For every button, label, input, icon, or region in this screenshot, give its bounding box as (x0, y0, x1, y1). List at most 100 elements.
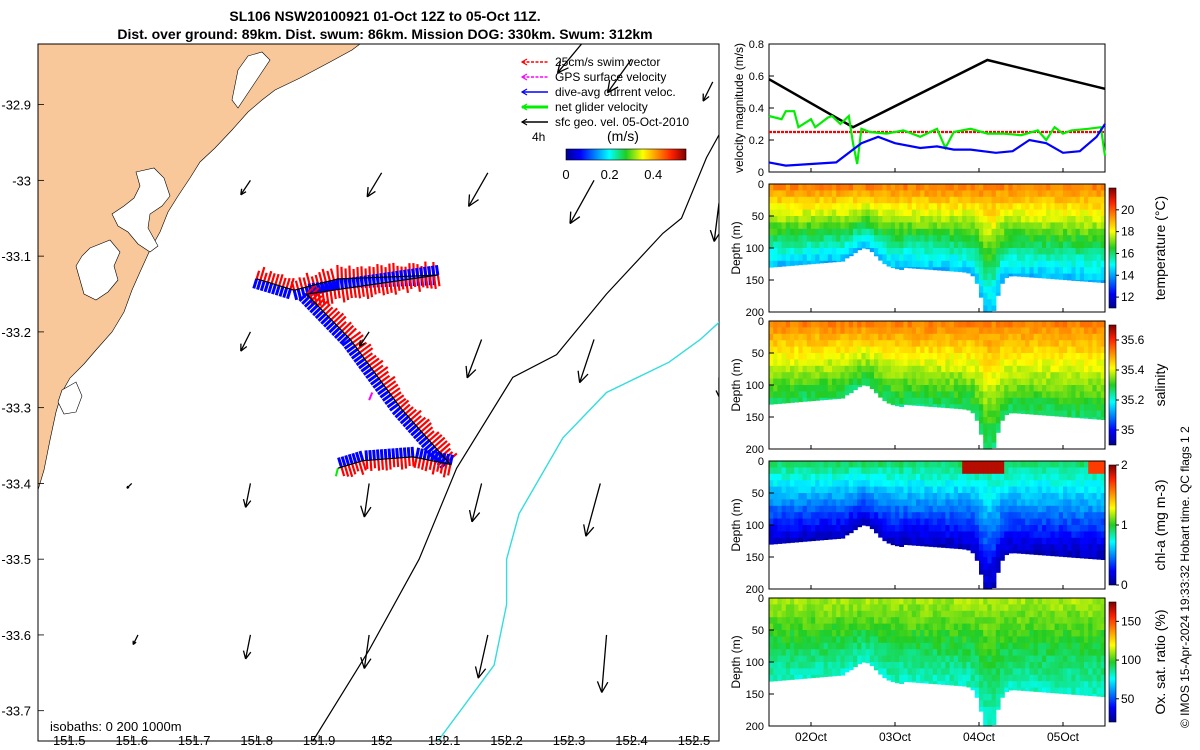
current-vector (358, 450, 365, 462)
heatmap-cell (1021, 531, 1026, 539)
arrow-head (577, 370, 581, 383)
heatmap-cell (815, 493, 820, 500)
heatmap-cell (1058, 467, 1064, 475)
heatmap-cell (974, 353, 980, 360)
heatmap-cell (819, 353, 825, 360)
heatmap-cell (874, 365, 879, 373)
heatmap-cell (811, 617, 816, 625)
heatmap-cell (781, 499, 787, 507)
heatmap-cell (1012, 531, 1018, 539)
swim-vector (343, 465, 350, 477)
heatmap-cell (823, 461, 829, 468)
heatmap-cell (1058, 473, 1064, 481)
heatmap-cell (1033, 598, 1039, 605)
heatmap-cell (1075, 353, 1081, 360)
heatmap-cell (890, 467, 896, 475)
current-vector (372, 380, 383, 389)
heatmap-cell (1033, 662, 1039, 669)
heatmap-cell (983, 391, 988, 399)
heatmap-cell (785, 209, 791, 217)
heatmap-cell (815, 604, 820, 612)
heatmap-cell (916, 248, 921, 255)
heatmap-cell (840, 493, 846, 500)
heatmap-cell (1079, 512, 1085, 520)
heatmap-cell (777, 235, 783, 243)
current-vector (298, 292, 308, 303)
heatmap-cell (844, 184, 850, 191)
heatmap-cell (781, 346, 787, 354)
heatmap-cell (811, 241, 816, 249)
heatmap-cell (1021, 346, 1026, 354)
heatmap-cell (1016, 410, 1022, 414)
heatmap-cell (1000, 518, 1005, 526)
heatmap-cell (1100, 512, 1106, 520)
heatmap-cell (890, 196, 896, 204)
heatmap-cell (865, 190, 871, 198)
heatmap-cell (932, 321, 938, 328)
heatmap-cell (932, 260, 938, 268)
current-vector (399, 447, 403, 458)
heatmap-cell (1021, 184, 1026, 191)
heatmap-cell (874, 486, 879, 494)
heatmap-cell (1008, 359, 1014, 367)
heatmap-cell (987, 267, 993, 275)
heatmap-cell (958, 617, 963, 625)
heatmap-cell (802, 254, 808, 262)
heatmap-cell (895, 196, 900, 204)
heatmap-cell (903, 531, 909, 539)
heatmap-cell (844, 480, 850, 488)
heatmap-cell (953, 340, 959, 348)
heatmap-cell (1075, 467, 1081, 475)
heatmap-cell (1008, 241, 1014, 249)
heatmap-cell (1037, 353, 1043, 360)
heatmap-cell (777, 260, 783, 267)
heatmap-cell (1037, 260, 1043, 268)
heatmap-cell (1037, 636, 1043, 644)
heatmap-cell (1021, 222, 1026, 230)
heatmap-cell (995, 190, 1001, 198)
heatmap-cell (794, 327, 799, 335)
heatmap-cell (874, 203, 879, 211)
heatmap-cell (832, 467, 837, 475)
heatmap-cell (1025, 321, 1030, 328)
heatmap-cell (903, 333, 909, 341)
heatmap-cell (882, 378, 888, 386)
heatmap-cell (1012, 248, 1018, 255)
heatmap-cell (966, 467, 972, 475)
swim-vector (336, 264, 339, 279)
heatmap-cell (882, 480, 888, 488)
heatmap-cell (924, 473, 930, 481)
heatmap-cell (1046, 353, 1051, 360)
depth-tick-label: 0 (758, 316, 764, 328)
heatmap-cell (949, 391, 955, 399)
heatmap-cell (1054, 216, 1060, 223)
heatmap-cell (1079, 467, 1085, 475)
heatmap-cell (832, 662, 837, 669)
heatmap-cell (1012, 372, 1018, 380)
heatmap-cell (853, 636, 858, 644)
heatmap-cell (1042, 196, 1047, 204)
heatmap-cell (874, 385, 879, 392)
heatmap-cell (958, 254, 963, 262)
heatmap-cell (928, 486, 934, 494)
heatmap-cell (987, 674, 993, 682)
heatmap-cell (970, 623, 976, 631)
heatmap-cell (827, 662, 833, 669)
heatmap-cell (932, 378, 938, 386)
heatmap-cell (1008, 531, 1014, 539)
heatmap-cell (916, 190, 921, 198)
heatmap-cell (890, 617, 896, 625)
heatmap-cell (1012, 273, 1018, 277)
heatmap-cell (1046, 598, 1051, 605)
heatmap-cell (1008, 642, 1014, 650)
heatmap-cell (995, 544, 1001, 552)
heatmap-cell (966, 235, 972, 243)
heatmap-cell (781, 391, 787, 399)
heatmap-cell (1096, 248, 1102, 255)
heatmap-cell (941, 623, 946, 631)
heatmap-cell (949, 372, 955, 380)
heatmap-cell (1016, 228, 1022, 236)
heatmap-cell (924, 531, 930, 539)
heatmap-cell (1008, 473, 1014, 481)
heatmap-cell (895, 333, 900, 341)
